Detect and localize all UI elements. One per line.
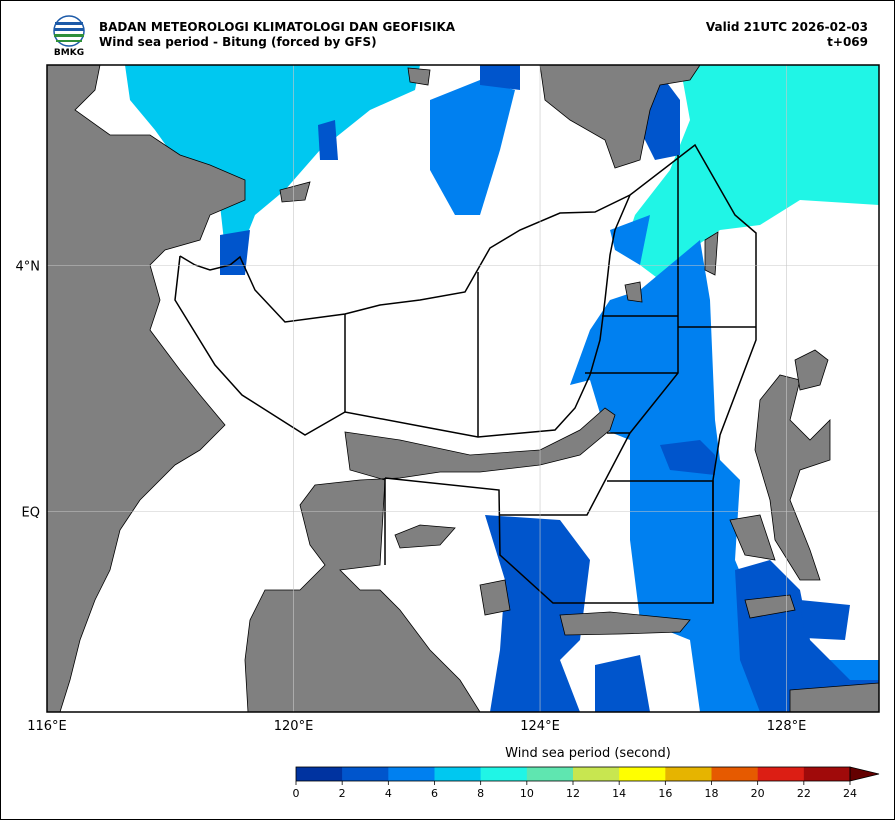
land-sulawesi — [244, 407, 616, 712]
land-mindanao — [539, 65, 701, 169]
land-borneo — [47, 65, 246, 712]
subtitle: Wind sea period - Bitung (forced by GFS) — [99, 35, 377, 49]
x-tick-label: 124°E — [520, 719, 560, 734]
colorbar-swatch — [342, 767, 389, 781]
colorbar-tick-label: 6 — [431, 787, 438, 800]
colorbar-tick-label: 8 — [477, 787, 484, 800]
zone-outline — [174, 194, 631, 438]
land-island — [279, 181, 311, 203]
land-banggai — [479, 579, 511, 616]
map-frame — [46, 64, 880, 713]
field-2-4 — [595, 655, 650, 712]
field-4-6 — [570, 240, 879, 712]
land-sulawesi-east — [394, 524, 456, 549]
colorbar-tick-label: 4 — [385, 787, 392, 800]
colorbar-swatch — [803, 767, 851, 781]
colorbar-swatch — [480, 767, 528, 781]
colorbar-tick-label: 22 — [797, 787, 811, 800]
y-tick-label: 4°N — [16, 259, 41, 274]
land-sula — [559, 611, 691, 636]
forecast-step: t+069 — [827, 35, 868, 49]
colorbar-swatch — [757, 767, 805, 781]
colorbar-tick-label: 24 — [843, 787, 857, 800]
y-tick-label: EQ — [22, 506, 40, 521]
x-tick-label: 120°E — [274, 719, 314, 734]
field-6-8 — [125, 65, 420, 250]
map — [47, 65, 879, 712]
land-sangihe — [704, 231, 719, 276]
colorbar-swatch — [526, 767, 574, 781]
colorbar-tick-label: 14 — [612, 787, 626, 800]
field-4-6 — [430, 80, 515, 215]
land-seram — [789, 682, 879, 712]
colorbar-tick-label: 20 — [751, 787, 765, 800]
land-talaud — [624, 281, 643, 303]
land-island — [407, 67, 431, 86]
valid-time: Valid 21UTC 2026-02-03 — [706, 20, 868, 34]
land-halmahera — [754, 374, 831, 581]
field-8-10 — [625, 65, 879, 280]
x-tick-label: 128°E — [767, 719, 807, 734]
land-obi — [744, 594, 796, 619]
colorbar-label: Wind sea period (second) — [505, 746, 671, 761]
colorbar-tick-label: 10 — [520, 787, 534, 800]
field-2-4 — [800, 600, 850, 640]
logo-text: BMKG — [54, 48, 84, 58]
colorbar-swatch — [388, 767, 435, 781]
colorbar-swatch — [296, 767, 343, 781]
field-2-4 — [318, 120, 338, 160]
colorbar-tick-label: 12 — [566, 787, 580, 800]
field-2-4 — [480, 65, 520, 90]
title: BADAN METEOROLOGI KLIMATOLOGI DAN GEOFIS… — [99, 20, 456, 34]
colorbar-tick-label: 16 — [658, 787, 672, 800]
land-island — [794, 349, 829, 391]
field-4-6 — [610, 215, 650, 265]
x-tick-label: 116°E — [27, 719, 67, 734]
colorbar-swatch — [665, 767, 712, 781]
zone-outline — [344, 155, 756, 603]
colorbar-tick-label: 2 — [339, 787, 346, 800]
colorbar-tick-label: 0 — [293, 787, 300, 800]
land-bacan — [729, 514, 776, 561]
colorbar-tick-label: 18 — [705, 787, 719, 800]
colorbar-swatch — [573, 767, 620, 781]
colorbar-swatch — [711, 767, 758, 781]
logo: BMKG — [53, 15, 85, 58]
field-2-4 — [660, 440, 715, 475]
colorbar-swatch — [434, 767, 481, 781]
colorbar-swatch — [619, 767, 666, 781]
